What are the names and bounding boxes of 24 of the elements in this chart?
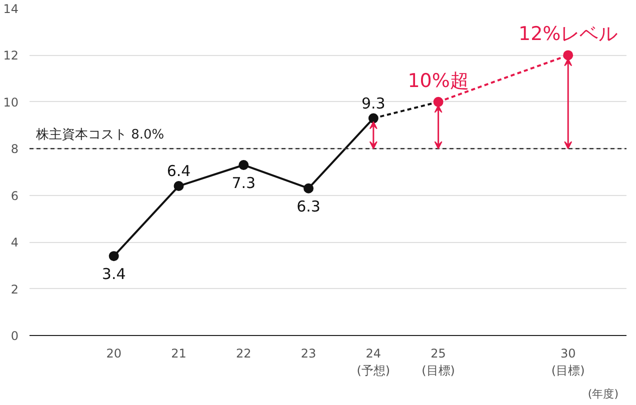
y-tick-label: 0 [10,329,19,343]
data-label: 12%レベル [518,23,618,46]
y-tick-label: 14 [3,2,19,16]
x-tick-label: 25 (目標) [422,346,456,378]
data-label: 3.4 [102,265,126,284]
x-tick-label: 24 (予想) [356,346,390,378]
y-tick-label: 10 [3,95,19,110]
data-label: 6.4 [166,162,191,180]
data-label: 9.3 [361,94,386,112]
ref-line-label: 株主資本コスト 8.0% [34,126,164,143]
y-tick-label: 2 [10,282,19,296]
y-tick-label: 12 [3,48,19,63]
x-axis-title: (年度) [588,388,619,400]
x-tick-label: 21 [171,346,186,360]
y-tick-label: 4 [10,236,19,250]
data-label: 7.3 [232,174,256,192]
data-label: 6.3 [296,197,320,216]
x-tick-label: 20 [106,346,122,360]
y-tick-label: 8 [10,142,19,156]
y-tick-label: 6 [10,188,19,203]
data-label: 10%超 [408,70,469,92]
x-tick-label: 23 [300,346,316,360]
x-tick-label: 30 (目標) [551,346,585,378]
x-tick-label: 22 [236,346,252,360]
